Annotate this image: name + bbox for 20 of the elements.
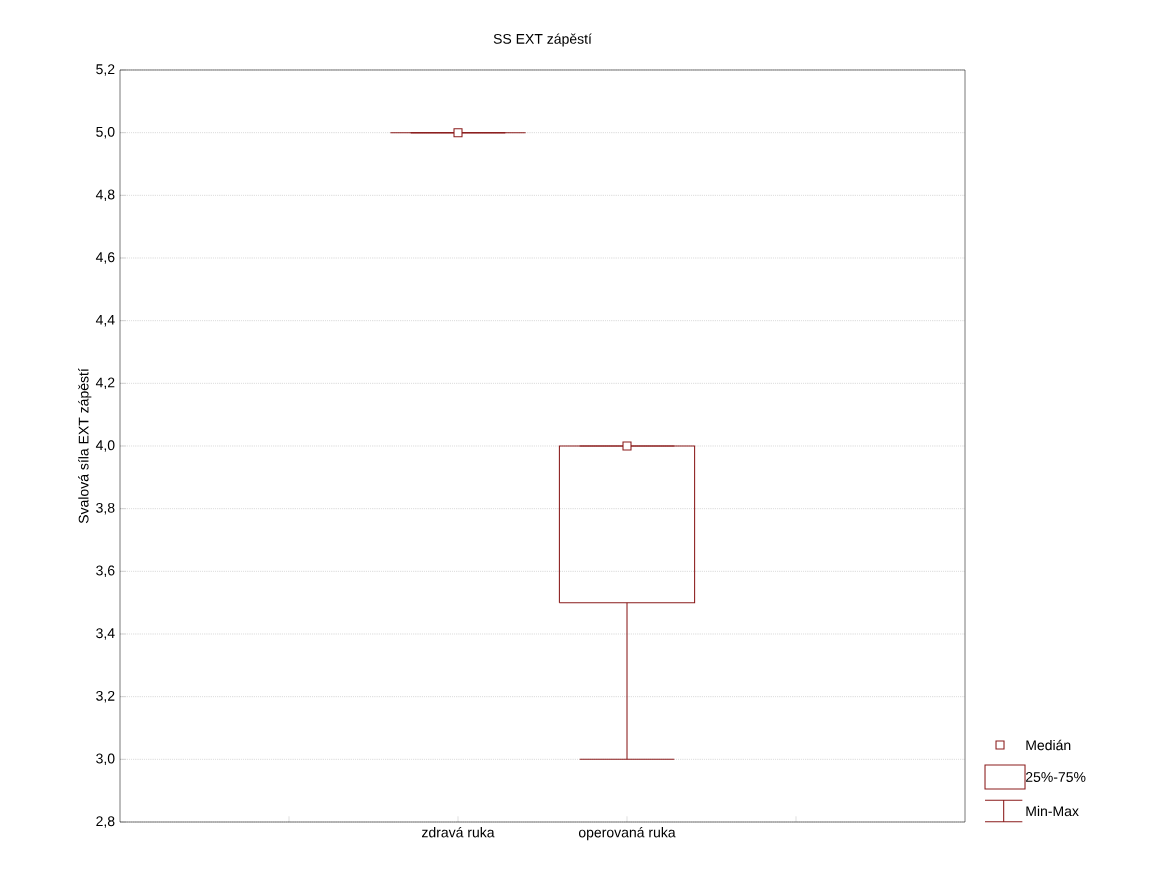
y-tick-label: 5,2 [96, 64, 115, 76]
text: Min-Max [1026, 805, 1079, 817]
y-tick-label: 3,2 [96, 690, 115, 703]
y-tick-label: 5,0 [96, 126, 115, 139]
y-tick-label: 2,8 [96, 816, 115, 828]
y-tick-label: 4,8 [95, 189, 115, 202]
y-tick-label: 4,2 [95, 377, 115, 390]
text: Medián [1026, 739, 1071, 751]
chart-title: SS EXT zápěstí [493, 33, 592, 47]
y-tick-label: 4,0 [95, 440, 115, 452]
text: 25%-75% [1025, 772, 1086, 782]
x-tick-label: zdravá ruka [422, 826, 495, 838]
y-tick-label: 3,8 [96, 502, 115, 515]
y-tick-label: 3,0 [96, 753, 115, 766]
y-tick-label: 4,6 [95, 252, 115, 264]
y-tick-label: 3,6 [96, 565, 115, 578]
y-tick-label: 4,4 [95, 314, 115, 327]
x-tick-label: operovaná ruka [578, 826, 676, 841]
y-axis-title: Svalová síla EXT zápěstí [78, 368, 92, 524]
y-tick-label: 3,4 [96, 628, 115, 640]
